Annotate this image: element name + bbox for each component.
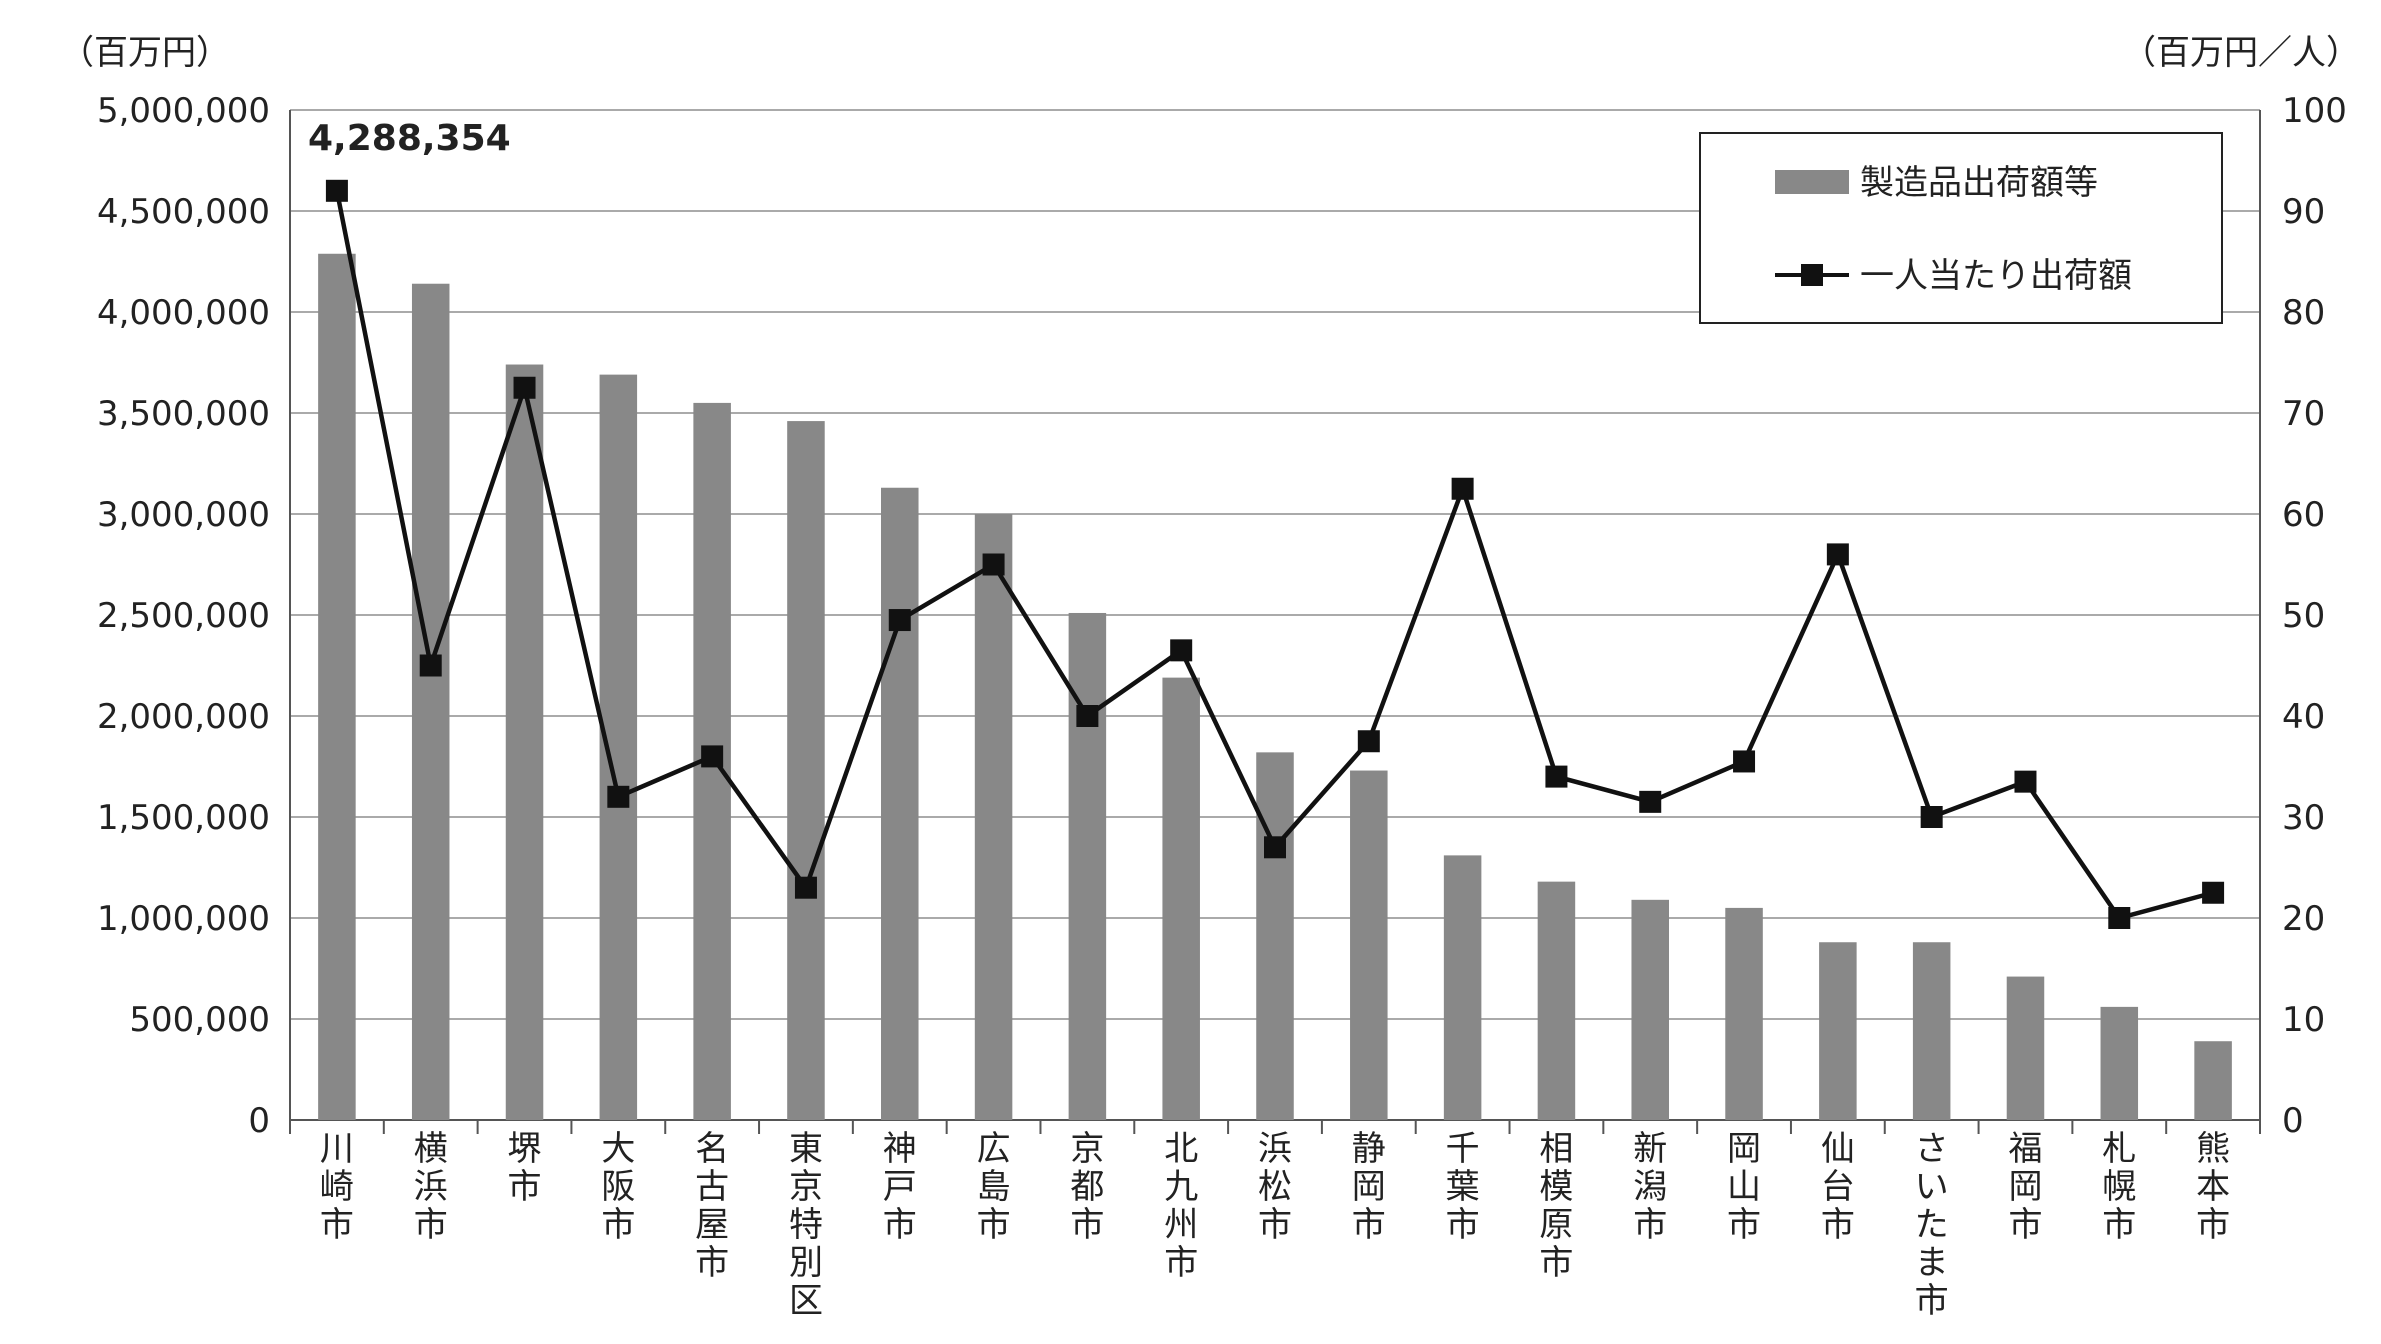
- bar: [2194, 1041, 2232, 1120]
- peak-value-annotation: 4,288,354: [308, 118, 511, 159]
- right-axis-unit-label: （百万円／人）: [2122, 33, 2360, 73]
- legend-line-marker: [1801, 264, 1823, 286]
- right-tick-label: 60: [2282, 495, 2325, 535]
- line-marker: [419, 654, 442, 677]
- line-marker: [1264, 836, 1286, 859]
- line-marker: [2108, 907, 2131, 929]
- x-axis-label: 仙台市: [1821, 1129, 1855, 1245]
- legend-box: [1699, 132, 2223, 324]
- left-tick-label: 5,000,000: [97, 91, 270, 131]
- right-tick-label: 40: [2282, 697, 2325, 737]
- bar: [318, 253, 356, 1120]
- x-axis-label: 熊本市: [2196, 1129, 2230, 1245]
- bar: [1725, 907, 1763, 1120]
- bar: [1350, 770, 1388, 1120]
- x-axis-label: 横浜市: [414, 1129, 448, 1245]
- x-axis-label: 神戸市: [883, 1129, 917, 1245]
- right-tick-label: 30: [2282, 798, 2325, 838]
- x-axis-label: 相模原市: [1539, 1129, 1573, 1283]
- left-tick-label: 3,500,000: [97, 394, 270, 434]
- right-axis-ticks: 0 10 20 30 40 50 60 70 80 90 100: [2282, 91, 2347, 1141]
- bar: [1256, 752, 1294, 1120]
- x-axis-label: 川崎市: [320, 1129, 354, 1245]
- bar: [411, 283, 450, 1121]
- line-marker: [1170, 639, 1193, 662]
- right-tick-label: 20: [2282, 899, 2325, 939]
- bar: [1631, 899, 1669, 1120]
- line-marker: [2202, 881, 2225, 904]
- line-marker: [701, 745, 724, 768]
- legend-line-label: 一人当たり出荷額: [1860, 256, 2132, 296]
- left-tick-label: 1,500,000: [97, 798, 270, 838]
- line-marker: [1826, 543, 1849, 566]
- left-axis-ticks: 0 500,000 1,000,000 1,500,000 2,000,000 2,500…: [97, 91, 270, 1141]
- bar: [1443, 855, 1482, 1120]
- x-axis-label: 名古屋市: [695, 1129, 729, 1283]
- bar: [974, 514, 1013, 1120]
- line-marker: [513, 376, 536, 399]
- bar: [1912, 942, 1951, 1120]
- bar: [1537, 881, 1576, 1120]
- line-marker: [2014, 770, 2037, 793]
- line-marker: [1733, 750, 1756, 773]
- legend: 製造品出荷額等 一人当たり出荷額: [1699, 132, 2223, 324]
- right-tick-label: 90: [2282, 192, 2325, 232]
- bar: [1068, 612, 1107, 1120]
- right-tick-label: 70: [2282, 394, 2325, 434]
- line-marker: [607, 785, 630, 808]
- line-marker: [1639, 790, 1662, 813]
- x-axis-label: 東京特別区: [789, 1129, 823, 1321]
- x-axis-label: 広島市: [977, 1129, 1011, 1245]
- x-axis-label: 京都市: [1070, 1129, 1104, 1245]
- x-axis-labels: 川崎市 横浜市 堺市 大阪市 名古屋市 東京特別区 神戸市 広島市 京都市 北九州市 浜松市 静岡市 千…: [320, 1129, 2230, 1321]
- left-tick-label: 2,000,000: [97, 697, 270, 737]
- right-tick-label: 10: [2282, 1000, 2325, 1040]
- bar: [505, 364, 544, 1120]
- left-tick-label: 4,000,000: [97, 293, 270, 333]
- line-marker: [1357, 730, 1380, 753]
- right-tick-label: 80: [2282, 293, 2325, 333]
- line-marker: [325, 179, 348, 202]
- x-axis-label: 千葉市: [1446, 1129, 1480, 1245]
- left-tick-label: 500,000: [129, 1000, 270, 1040]
- line-marker: [888, 609, 911, 632]
- x-axis-label: 堺市: [508, 1129, 542, 1207]
- x-axis-label: 静岡市: [1352, 1129, 1386, 1245]
- bar: [1162, 677, 1200, 1120]
- right-tick-label: 0: [2282, 1101, 2304, 1141]
- bar: [2100, 1006, 2139, 1120]
- bar: [787, 421, 825, 1121]
- x-axis-label: 大阪市: [601, 1129, 635, 1245]
- right-tick-label: 50: [2282, 596, 2325, 636]
- bar-series: [318, 253, 2232, 1121]
- bar: [1819, 942, 1857, 1120]
- bar: [2006, 976, 2045, 1120]
- legend-bar-label: 製造品出荷額等: [1860, 163, 2098, 203]
- line-marker: [794, 876, 817, 899]
- right-tick-label: 100: [2282, 91, 2347, 131]
- left-tick-label: 0: [248, 1101, 270, 1141]
- left-tick-label: 4,500,000: [97, 192, 270, 232]
- bar: [881, 487, 919, 1120]
- x-axis-label: 福岡市: [2008, 1129, 2042, 1245]
- x-axis-label: 新潟市: [1633, 1129, 1667, 1245]
- line-marker: [1451, 477, 1474, 500]
- line-marker: [1076, 705, 1099, 727]
- x-axis-label: 札幌市: [2102, 1129, 2136, 1245]
- x-axis-label: 浜松市: [1258, 1129, 1292, 1245]
- x-axis-label: 北九州市: [1164, 1129, 1198, 1283]
- x-axis-label: さいたま市: [1915, 1129, 1949, 1321]
- line-marker: [1920, 806, 1943, 828]
- left-axis-unit-label: （百万円）: [60, 33, 230, 73]
- line-marker: [982, 553, 1005, 576]
- x-axis-label: 岡山市: [1727, 1129, 1761, 1245]
- line-series: [325, 179, 2225, 929]
- left-tick-label: 1,000,000: [97, 899, 270, 939]
- left-tick-label: 3,000,000: [97, 495, 270, 535]
- left-tick-label: 2,500,000: [97, 596, 270, 636]
- legend-bar-swatch: [1775, 170, 1849, 194]
- line-marker: [1545, 765, 1568, 788]
